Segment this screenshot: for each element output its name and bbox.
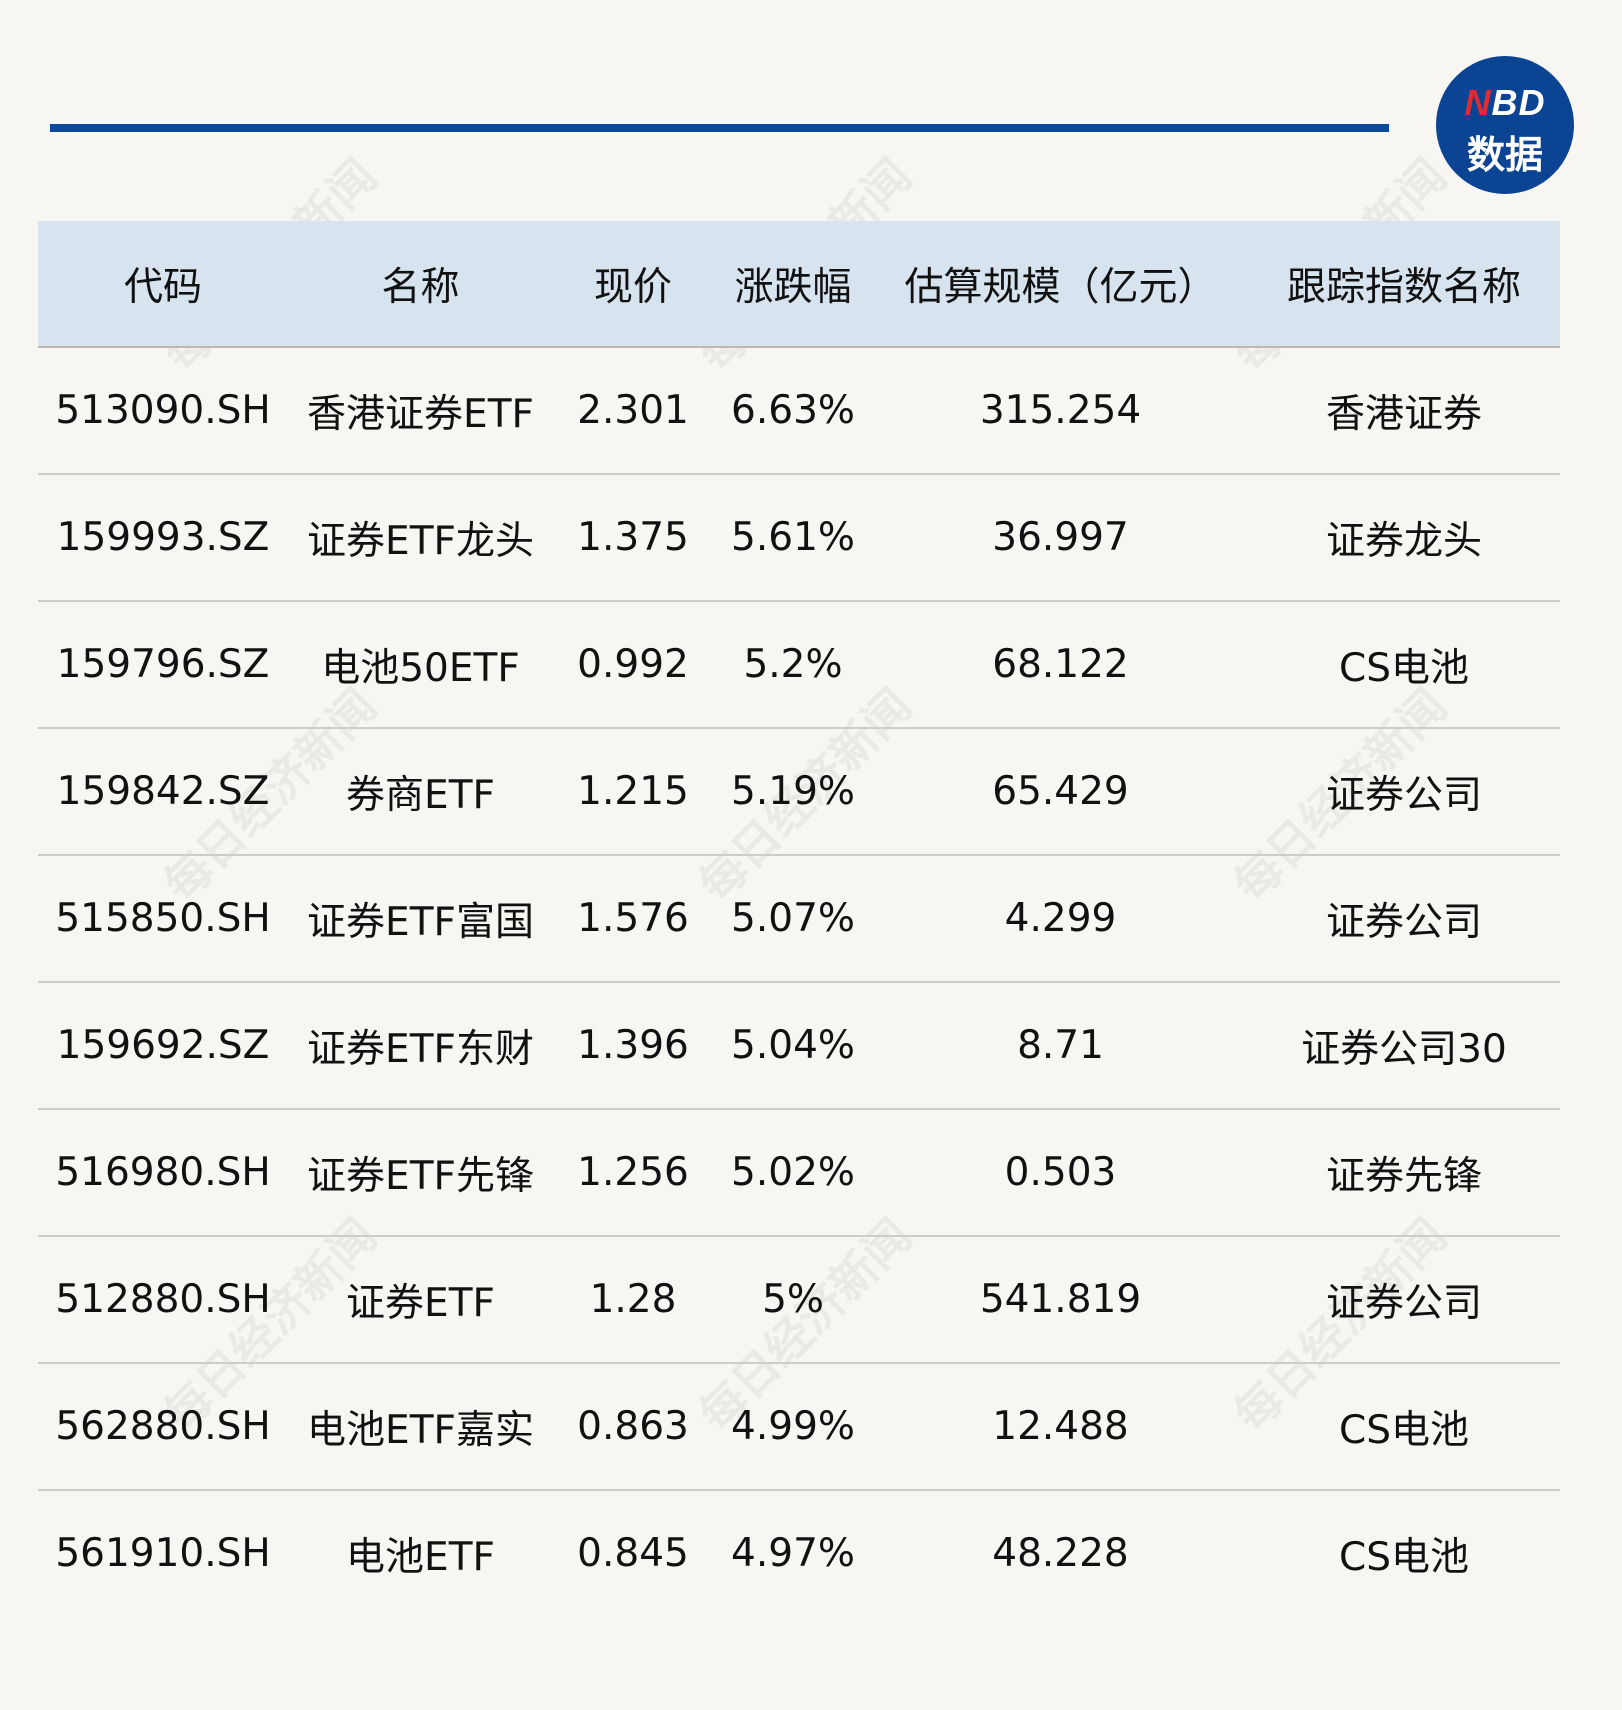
logo-bd: BD bbox=[1491, 82, 1546, 123]
header-index: 跟踪指数名称 bbox=[1248, 221, 1560, 348]
cell-index: 证券先锋 bbox=[1248, 1109, 1560, 1237]
cell-price: 1.375 bbox=[553, 474, 713, 602]
cell-code: 512880.SH bbox=[38, 1236, 288, 1364]
cell-index: CS电池 bbox=[1339, 1534, 1469, 1580]
cell-code: 159993.SZ bbox=[38, 474, 288, 602]
cell-scale: 0.503 bbox=[873, 1109, 1248, 1237]
table-row: 515850.SH 证券ETF富国 1.576 5.07% 4.299 证券公司 bbox=[38, 855, 1560, 983]
cell-change: 6.63% bbox=[713, 347, 873, 475]
cell-scale: 48.228 bbox=[992, 1531, 1129, 1576]
cell-index: 香港证券 bbox=[1248, 347, 1560, 475]
table-row: 516980.SH 证券ETF先锋 1.256 5.02% 0.503 证券先锋 bbox=[38, 1109, 1560, 1237]
header-change: 涨跌幅 bbox=[713, 221, 873, 348]
header-price: 现价 bbox=[553, 221, 713, 348]
logo-subtitle: 数据 bbox=[1466, 133, 1543, 177]
cell-change: 4.97% bbox=[731, 1531, 855, 1576]
table-header-row: 代码 名称 现价 涨跌幅 估算规模（亿元） 跟踪指数名称 bbox=[38, 221, 1560, 348]
cell-index: CS电池 bbox=[1248, 601, 1560, 729]
title-rule bbox=[50, 124, 1389, 132]
cell-price: 1.215 bbox=[553, 728, 713, 856]
table-row: 159842.SZ 券商ETF 1.215 5.19% 65.429 证券公司 bbox=[38, 728, 1560, 856]
header-scale: 估算规模（亿元） bbox=[873, 221, 1248, 348]
cell-index: 证券公司 bbox=[1248, 1236, 1560, 1364]
table-row: 159692.SZ 证券ETF东财 1.396 5.04% 8.71 证券公司30 bbox=[38, 982, 1560, 1110]
cell-price: 0.863 bbox=[553, 1363, 713, 1491]
cell-index: 证券公司 bbox=[1248, 728, 1560, 856]
cell-scale: 65.429 bbox=[873, 728, 1248, 856]
cell-change: 5.04% bbox=[713, 982, 873, 1110]
cell-code: 159796.SZ bbox=[38, 601, 288, 729]
cell-change: 5% bbox=[713, 1236, 873, 1364]
cell-name: 电池50ETF bbox=[288, 601, 553, 729]
cell-change: 4.99% bbox=[713, 1363, 873, 1491]
cell-price: 0.992 bbox=[553, 601, 713, 729]
logo-n: N bbox=[1464, 82, 1492, 123]
cell-scale: 8.71 bbox=[873, 982, 1248, 1110]
table-row: 159993.SZ 证券ETF龙头 1.375 5.61% 36.997 证券龙头 bbox=[38, 474, 1560, 602]
cell-change: 5.07% bbox=[713, 855, 873, 983]
cell-name: 证券ETF东财 bbox=[288, 982, 553, 1110]
cell-index: 证券公司 bbox=[1248, 855, 1560, 983]
cell-scale: 12.488 bbox=[873, 1363, 1248, 1491]
cell-index: 证券龙头 bbox=[1248, 474, 1560, 602]
cell-scale: 541.819 bbox=[873, 1236, 1248, 1364]
cell-change: 5.19% bbox=[713, 728, 873, 856]
cell-price: 1.256 bbox=[553, 1109, 713, 1237]
cell-name: 电池ETF bbox=[346, 1534, 495, 1580]
cell-name: 证券ETF龙头 bbox=[288, 474, 553, 602]
header-name: 名称 bbox=[288, 221, 553, 348]
cell-index: CS电池 bbox=[1248, 1363, 1560, 1491]
cell-code: 159842.SZ bbox=[38, 728, 288, 856]
cell-scale: 315.254 bbox=[873, 347, 1248, 475]
cell-code: 513090.SH bbox=[38, 347, 288, 475]
cell-name: 证券ETF bbox=[288, 1236, 553, 1364]
cell-scale: 68.122 bbox=[873, 601, 1248, 729]
cell-code: 562880.SH bbox=[38, 1363, 288, 1491]
cell-name: 电池ETF嘉实 bbox=[288, 1363, 553, 1491]
cell-name: 香港证券ETF bbox=[288, 347, 553, 475]
cell-price: 1.576 bbox=[553, 855, 713, 983]
cell-code: 561910.SH bbox=[55, 1531, 271, 1576]
cell-change: 5.2% bbox=[713, 601, 873, 729]
cell-scale: 4.299 bbox=[873, 855, 1248, 983]
cell-name: 证券ETF先锋 bbox=[288, 1109, 553, 1237]
cell-scale: 36.997 bbox=[873, 474, 1248, 602]
table-row: 562880.SH 电池ETF嘉实 0.863 4.99% 12.488 CS电池 bbox=[38, 1363, 1560, 1491]
etf-table: 代码 名称 现价 涨跌幅 估算规模（亿元） 跟踪指数名称 513090.SH 香港证券ETF… bbox=[38, 221, 1560, 1616]
nbd-data-logo: NBD 数据 bbox=[1436, 56, 1574, 194]
cell-price: 0.845 bbox=[577, 1531, 689, 1576]
cell-price: 2.301 bbox=[553, 347, 713, 475]
cell-code: 516980.SH bbox=[38, 1109, 288, 1237]
cell-change: 5.02% bbox=[713, 1109, 873, 1237]
cell-index: 证券公司30 bbox=[1248, 982, 1560, 1110]
cell-name: 证券ETF富国 bbox=[288, 855, 553, 983]
cell-code: 159692.SZ bbox=[38, 982, 288, 1110]
cell-code: 515850.SH bbox=[38, 855, 288, 983]
cell-change: 5.61% bbox=[713, 474, 873, 602]
table-row: 561910.SH 电池ETF 0.845 4.97% 48.228 CS电池 bbox=[38, 1490, 1560, 1616]
cell-name: 券商ETF bbox=[288, 728, 553, 856]
cell-price: 1.28 bbox=[553, 1236, 713, 1364]
header-code: 代码 bbox=[38, 221, 288, 348]
table-row: 513090.SH 香港证券ETF 2.301 6.63% 315.254 香港证券 bbox=[38, 347, 1560, 475]
table-row: 512880.SH 证券ETF 1.28 5% 541.819 证券公司 bbox=[38, 1236, 1560, 1364]
cell-price: 1.396 bbox=[553, 982, 713, 1110]
table-row: 159796.SZ 电池50ETF 0.992 5.2% 68.122 CS电池 bbox=[38, 601, 1560, 729]
